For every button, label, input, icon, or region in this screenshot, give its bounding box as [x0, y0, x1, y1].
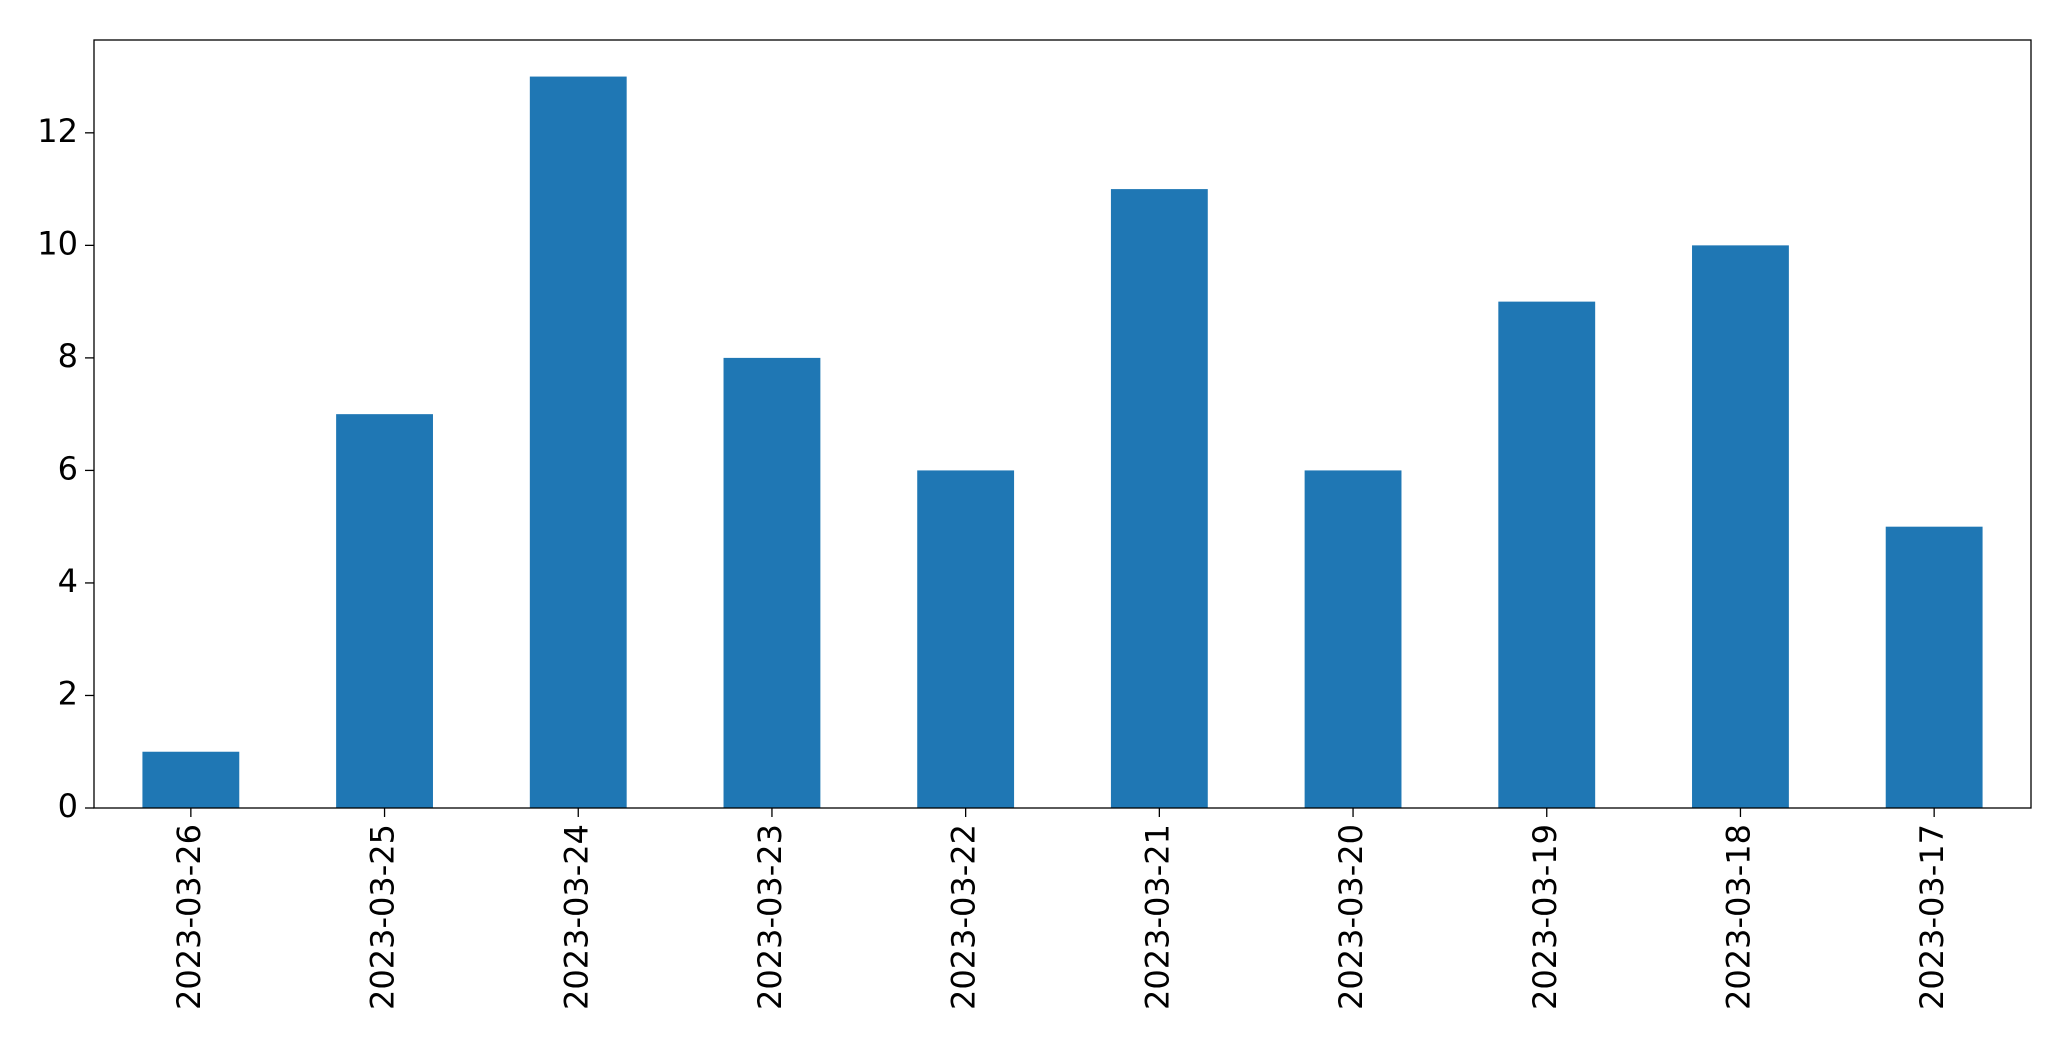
y-tick-label: 0	[58, 787, 78, 825]
y-tick-label: 12	[37, 112, 78, 150]
x-tick-label: 2023-03-17	[1913, 824, 1951, 1010]
bar	[142, 751, 240, 808]
x-tick-label: 2023-03-19	[1526, 824, 1564, 1010]
x-tick-label: 2023-03-26	[170, 824, 208, 1010]
bar	[529, 76, 627, 809]
bar	[1498, 301, 1596, 808]
bar	[1110, 189, 1208, 809]
y-tick-label: 8	[58, 337, 78, 375]
bar	[1692, 245, 1789, 808]
bar	[917, 470, 1015, 808]
bar	[1885, 526, 1983, 808]
bar	[336, 414, 433, 808]
y-tick-label: 4	[58, 562, 78, 600]
x-tick-label: 2023-03-21	[1138, 824, 1176, 1010]
bar	[1304, 470, 1402, 808]
x-tick-label: 2023-03-24	[557, 824, 595, 1010]
x-tick-label: 2023-03-25	[364, 824, 402, 1010]
y-tick-label: 10	[37, 224, 78, 262]
x-tick-label: 2023-03-20	[1332, 824, 1370, 1010]
plot-frame	[93, 39, 2032, 809]
x-tick-label: 2023-03-23	[751, 824, 789, 1010]
bar	[723, 357, 821, 808]
x-tick-label: 2023-03-18	[1719, 824, 1757, 1010]
y-tick-label: 6	[58, 449, 78, 487]
y-tick-label: 2	[58, 674, 78, 712]
x-tick-label: 2023-03-22	[945, 824, 983, 1010]
